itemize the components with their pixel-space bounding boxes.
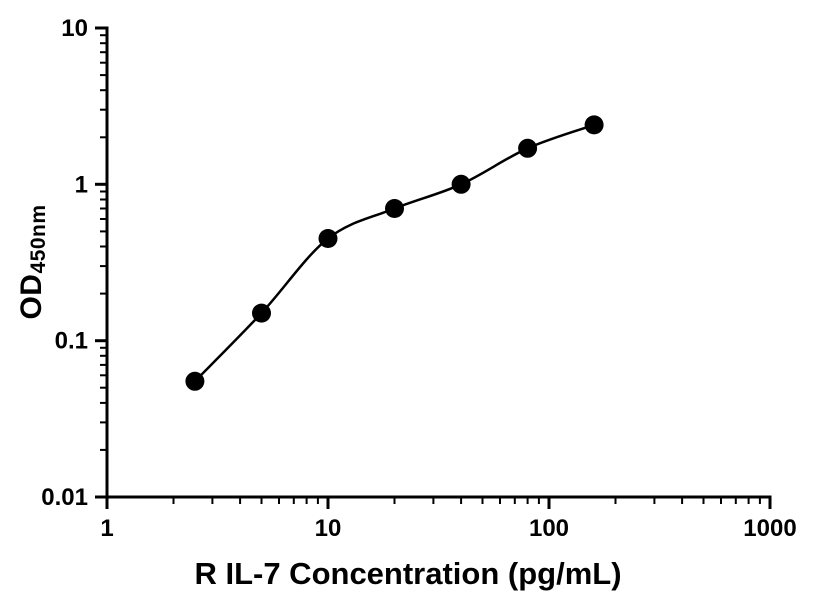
data-point bbox=[185, 371, 205, 391]
y-tick-label: 10 bbox=[61, 15, 88, 42]
y-tick-label: 1 bbox=[75, 171, 88, 198]
x-tick-label: 1 bbox=[100, 515, 113, 542]
y-tick-label: 0.1 bbox=[55, 328, 88, 355]
y-axis-label-main: OD bbox=[15, 273, 48, 320]
x-tick-label: 100 bbox=[529, 515, 569, 542]
x-tick-label: 1000 bbox=[743, 515, 796, 542]
data-point bbox=[451, 174, 471, 194]
standard-curve-line bbox=[194, 123, 595, 383]
y-axis-label-subscript: 450nm bbox=[27, 204, 50, 274]
data-point bbox=[385, 199, 404, 218]
data-point bbox=[318, 229, 338, 248]
y-axis-label: OD450nm bbox=[12, 127, 52, 397]
axes bbox=[105, 26, 772, 499]
x-axis-label: R IL-7 Concentration (pg/mL) bbox=[194, 556, 622, 591]
y-tick-label: 0.01 bbox=[41, 484, 88, 511]
data-point bbox=[584, 115, 604, 135]
data-point bbox=[252, 303, 271, 323]
data-point bbox=[518, 138, 538, 158]
x-tick-label: 10 bbox=[315, 515, 342, 542]
